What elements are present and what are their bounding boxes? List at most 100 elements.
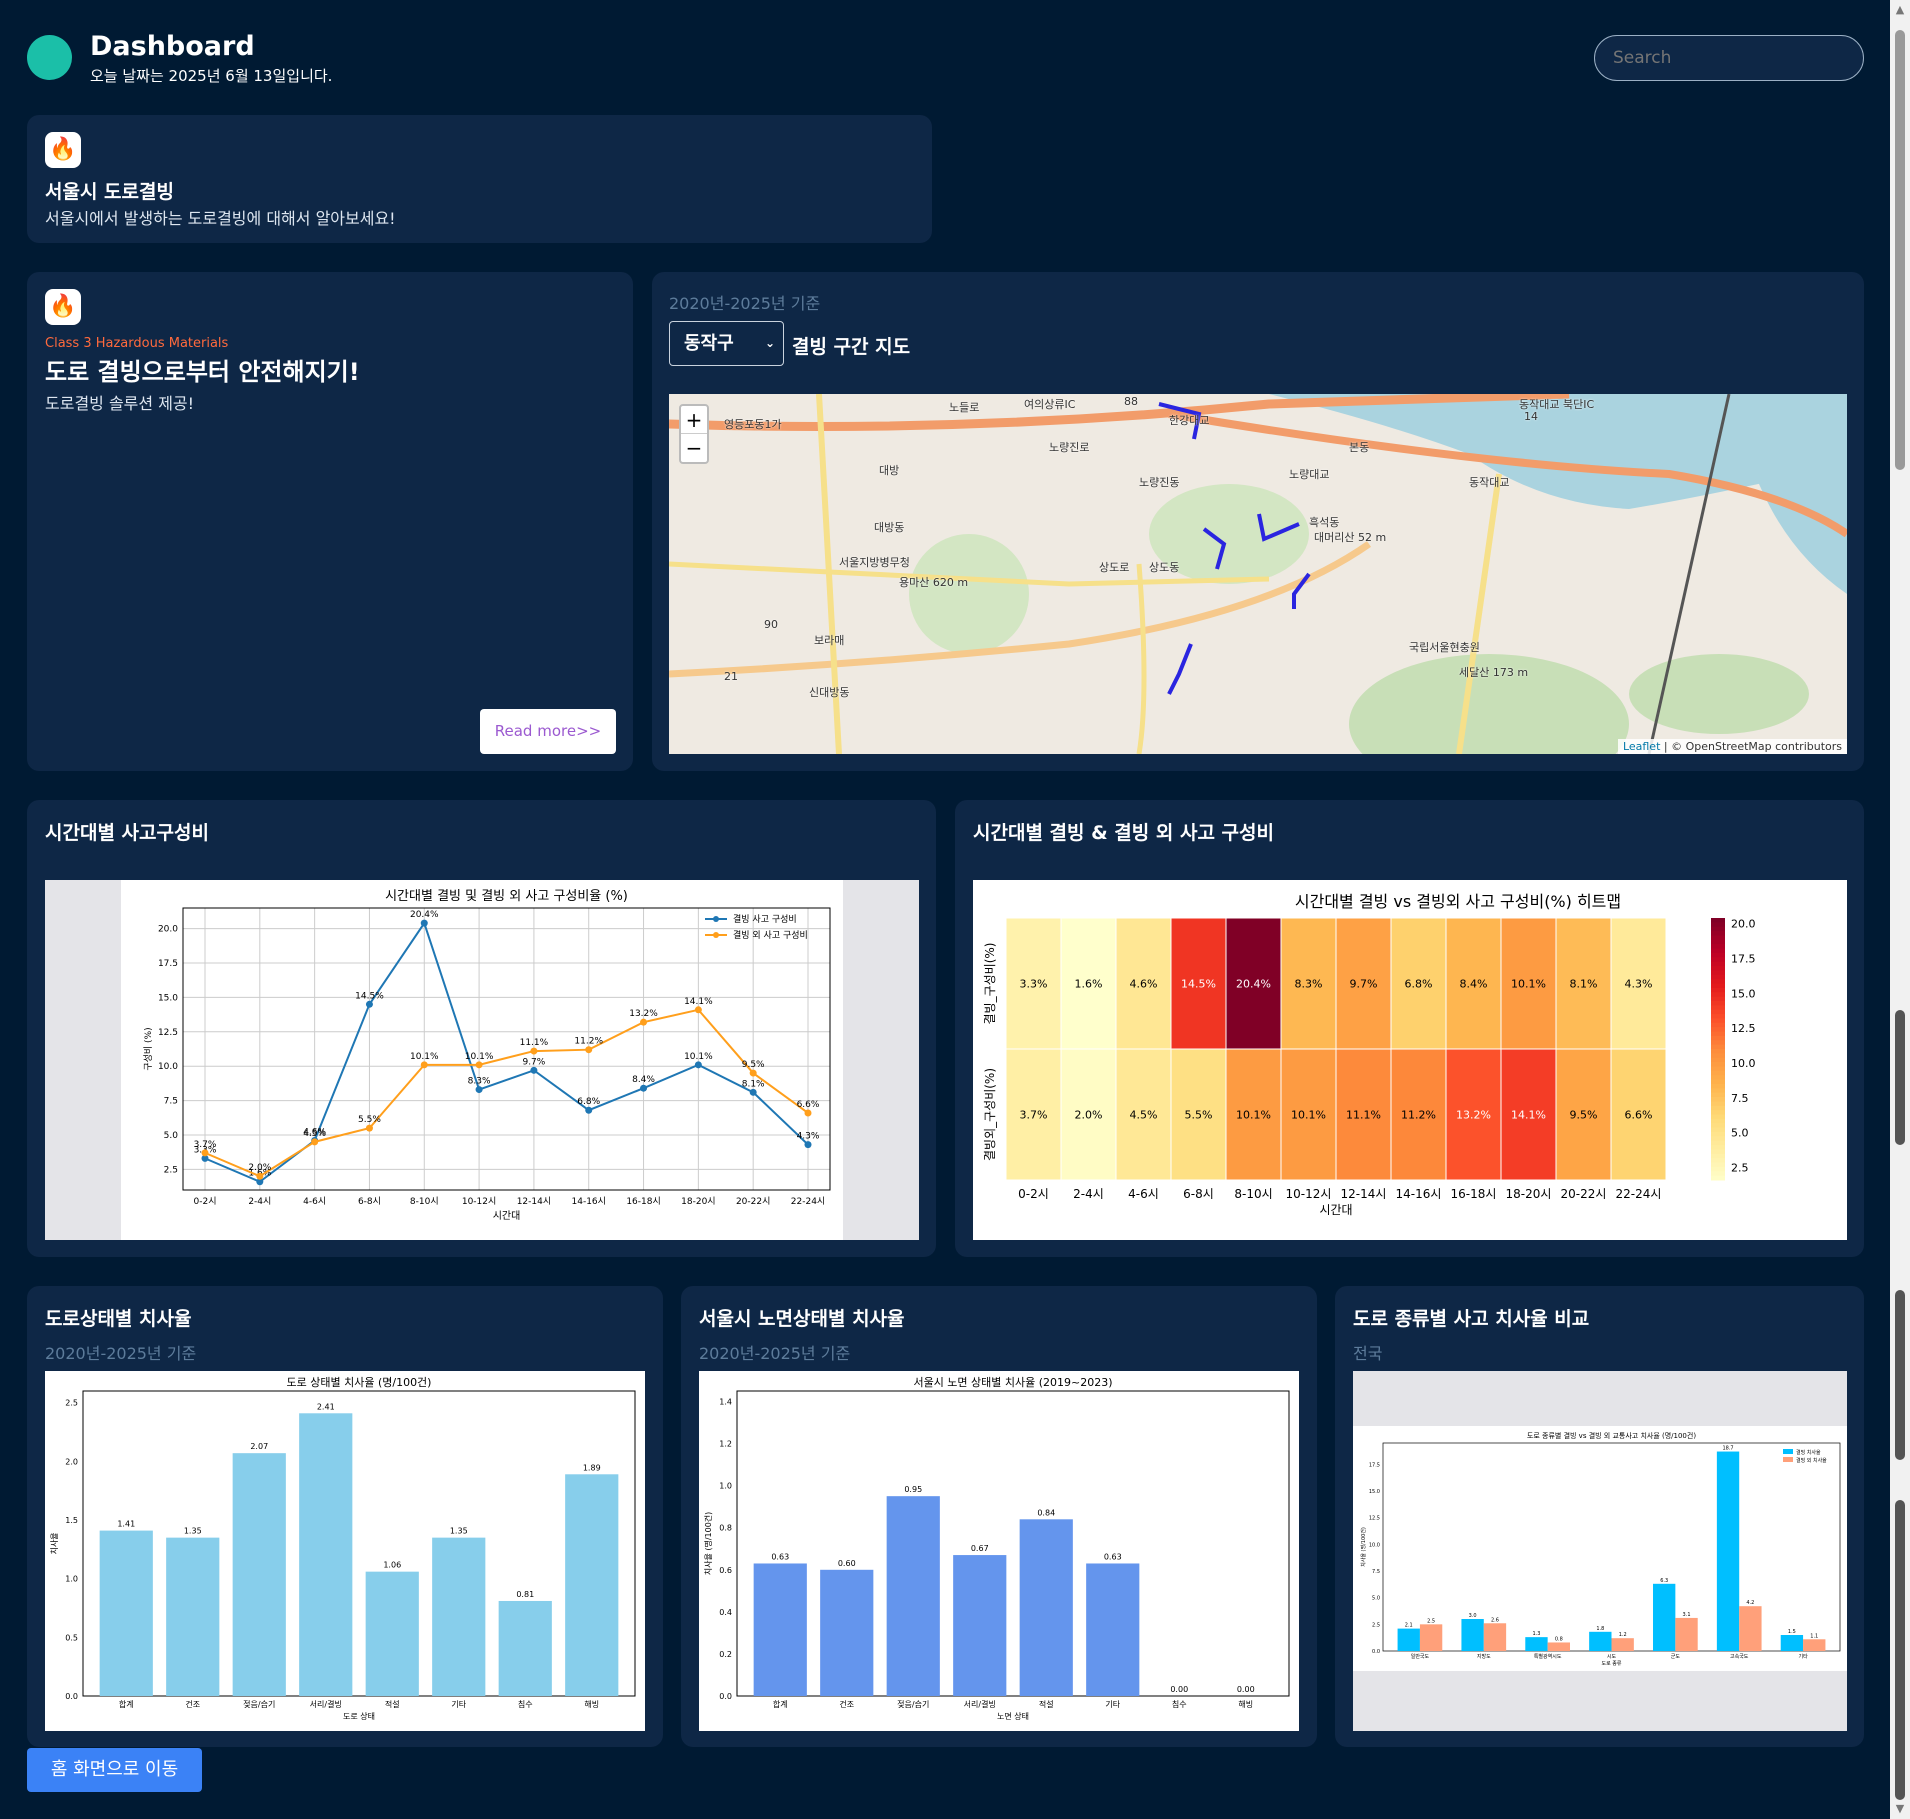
scrollbar-thumb[interactable] [1895,30,1905,470]
bar-value-label: 0.63 [771,1552,789,1561]
colorbar-segment [1711,1053,1725,1059]
colorbar-segment [1711,970,1725,976]
x-tick-label: 10-12시 [462,1196,496,1207]
heatmap-cell [1445,1048,1502,1181]
x-axis-label: 시간대 [493,1210,521,1222]
y-tick-label: 2.5 [1372,1622,1380,1628]
x-tick-label: 기타 [451,1700,466,1709]
zoom-out-button[interactable]: − [685,436,703,460]
scrollbar-thumb-2[interactable] [1895,1010,1905,1145]
zoom-in-button[interactable]: + [681,406,707,434]
search-input[interactable] [1594,35,1864,81]
data-point [530,1047,538,1055]
data-point [201,1154,209,1162]
cell-label: 6.6% [1625,1109,1653,1122]
colorbar-segment [1711,1009,1725,1015]
colorbar-segment [1711,987,1725,993]
x-tick-label: 건조 [839,1699,854,1709]
road-fatality-chart: 도로 상태별 치사율 (명/100건) 0.0 0.5 1.0 1.5 2.0 2.5 1.4… [50,1376,636,1721]
colorbar-segment [1711,1166,1725,1172]
map-label: 노량대교 [1289,468,1330,481]
cell-label: 8.3% [1295,978,1323,991]
colorbar-segment [1711,1044,1725,1050]
scroll-down-icon[interactable]: ▼ [1895,1802,1905,1815]
y-tick-label: 5.0 [1372,1596,1380,1602]
cell-label: 5.5% [1185,1109,1213,1122]
colorbar-segment [1711,1018,1725,1024]
data-point [311,1138,319,1146]
bar-value-label: 2.1 [1405,1623,1413,1629]
y-tick-label: 20.0 [158,925,178,935]
map-attribution: Leaflet | © OpenStreetMap contributors [1617,739,1847,754]
x-tick-label: 해빙 [584,1699,599,1709]
cell-label: 9.5% [1570,1109,1598,1122]
bar-value-label: 2.5 [1427,1618,1435,1624]
data-point [585,1106,593,1114]
colorbar-tick: 20.0 [1731,918,1756,931]
x-tick-label: 기타 [1798,1653,1808,1660]
map-label: 서울지방병무청 [839,556,910,569]
read-more-button[interactable]: Read more>> [480,709,616,754]
map-label: 동작대교 북단IC [1519,398,1595,411]
bar [432,1537,486,1696]
data-label: 8.3% [468,1077,491,1087]
scroll-up-icon[interactable]: ▲ [1895,3,1905,16]
chart-title: 시간대별 결빙 vs 결빙외 사고 구성비(%) 히트맵 [1295,892,1621,911]
bar [1525,1637,1548,1651]
column-label: 12-14시 [1341,1187,1387,1201]
bar-value-label: 0.63 [1104,1552,1122,1561]
bar [820,1569,874,1696]
bar [498,1600,552,1696]
bar [99,1530,153,1696]
bar-value-label: 1.1 [1810,1633,1818,1639]
colorbar-segment [1711,1145,1725,1150]
map-label: 흑석동 [1309,516,1340,529]
map-view[interactable]: 한강대교 노량대교 동작대교 흑석동 상도동 노량진동 대방동 본동 국립서울현충원 신대방동 영등… [669,394,1847,754]
map-label: 동작대교 [1469,476,1510,489]
heatmap-cell [1555,1048,1612,1181]
scrollbar-thumb-4[interactable] [1895,1500,1905,1800]
colorbar-segment [1711,1110,1725,1115]
attribution-text: | © OpenStreetMap contributors [1663,740,1842,753]
colorbar-segment [1711,961,1725,967]
colorbar-segment [1711,1105,1725,1111]
scrollbar-thumb-3[interactable] [1895,1290,1905,1460]
column-label: 4-6시 [1128,1187,1159,1201]
plot-frame [736,1390,1290,1697]
x-tick-label: 12-14시 [517,1196,551,1207]
data-point [749,1069,757,1077]
y-tick-label: 2.5 [164,1165,178,1175]
x-axis-label: 시간대 [1319,1203,1352,1217]
cell-label: 10.1% [1291,1109,1326,1122]
data-point [201,1149,209,1157]
data-label: 6.6% [797,1100,820,1110]
avatar [27,35,72,80]
map-label: 대방동 [874,521,905,534]
cell-label: 4.3% [1625,978,1653,991]
data-label: 8.4% [632,1075,655,1085]
data-point [365,1124,373,1132]
heatmap-cell [1500,917,1557,1050]
column-label: 6-8시 [1183,1187,1214,1201]
cell-label: 11.2% [1401,1109,1436,1122]
legend-swatch [1783,1457,1793,1462]
hero-desc: 도로결빙 솔루션 제공! [45,394,195,413]
page-scrollbar[interactable]: ▲ ▼ [1890,0,1910,1819]
y-tick-label: 0.0 [1372,1649,1380,1655]
map-label: 세달산 173 m [1459,666,1529,679]
map-label: 국립서울현충원 [1409,641,1480,654]
y-tick-label: 0.8 [719,1524,732,1533]
data-point [365,1000,373,1008]
home-button[interactable]: 홈 화면으로 이동 [27,1748,202,1792]
data-point [640,1018,648,1026]
bar-value-label: 2.07 [250,1442,268,1451]
legend-label: 결빙 치사율 [1796,1449,1821,1456]
legend-marker [713,932,719,938]
legend-swatch [1783,1449,1793,1454]
bar [1397,1628,1420,1651]
road-fatality-sub: 2020년-2025년 기준 [45,1344,197,1363]
district-select[interactable]: 동작구 ⌄ [669,321,784,366]
bar [1547,1642,1570,1651]
leaflet-link[interactable]: Leaflet [1622,740,1661,753]
surface-fatality-card: 서울시 노면상태별 치사율 2020년-2025년 기준 서울시 노면 상태별 … [681,1286,1317,1747]
